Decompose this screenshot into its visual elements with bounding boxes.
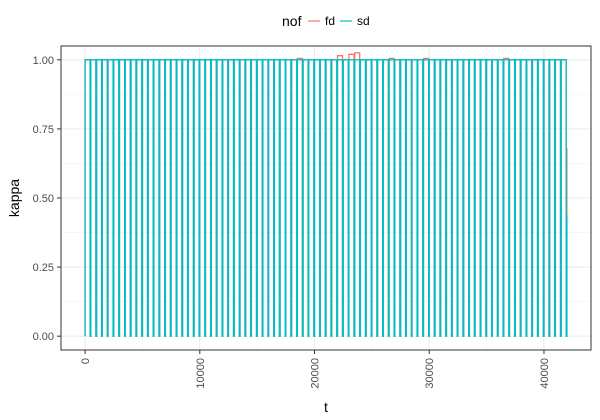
- x-axis: 0 10000 20000 30000 40000: [80, 350, 551, 389]
- y-axis: 0.00 0.25 0.50 0.75 1.00: [33, 55, 61, 343]
- y-tick-label: 0.25: [33, 262, 54, 274]
- y-tick-label: 0.00: [33, 331, 54, 343]
- x-axis-title: t: [324, 399, 328, 415]
- legend-title: nof: [282, 13, 302, 29]
- y-axis-title: kappa: [6, 179, 22, 217]
- legend-label-sd: sd: [357, 14, 370, 28]
- plot-panel: [60, 45, 592, 351]
- x-tick-label: 20000: [310, 358, 322, 389]
- y-tick-label: 0.75: [33, 124, 54, 136]
- x-tick-label: 40000: [539, 358, 551, 389]
- series-line-sd: [84, 59, 568, 337]
- legend: nof fd sd: [282, 13, 370, 29]
- x-tick-label: 10000: [195, 358, 207, 389]
- x-tick-label: 0: [80, 358, 92, 364]
- legend-label-fd: fd: [325, 14, 335, 28]
- x-tick-label: 30000: [424, 358, 436, 389]
- y-tick-label: 1.00: [33, 55, 54, 67]
- series-layer: [84, 52, 568, 337]
- y-tick-label: 0.50: [33, 193, 54, 205]
